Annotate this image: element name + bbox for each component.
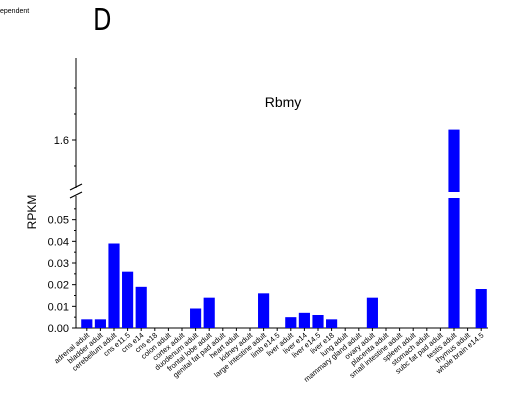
y-tick-label: 0.02 bbox=[48, 280, 69, 292]
bar bbox=[203, 297, 215, 328]
y-ticks: 0.00 0.01 0.02 0.03 0.04 0.05 1.6 bbox=[48, 87, 76, 335]
bar-upper-segment bbox=[448, 129, 460, 192]
bar bbox=[81, 319, 93, 328]
y-axis-title: RPKM bbox=[25, 195, 39, 230]
panel-label: D bbox=[93, 3, 112, 38]
bar bbox=[258, 293, 270, 328]
y-tick-label: 0.00 bbox=[48, 323, 69, 335]
axis-break-mark bbox=[69, 191, 83, 199]
y-tick-label: 0.03 bbox=[48, 258, 69, 270]
bar bbox=[298, 312, 310, 328]
bars bbox=[81, 129, 487, 328]
corner-text: ependent bbox=[0, 8, 30, 15]
axis-break-mark bbox=[69, 183, 83, 191]
y-tick-label: 1.6 bbox=[54, 135, 69, 147]
bar bbox=[312, 315, 324, 328]
y-tick-label: 0.01 bbox=[48, 301, 69, 313]
bar bbox=[122, 271, 134, 328]
bar bbox=[285, 317, 297, 328]
bar bbox=[108, 243, 120, 328]
y-tick-label: 0.04 bbox=[48, 236, 69, 248]
bar bbox=[475, 289, 487, 328]
bar bbox=[135, 286, 147, 328]
bar bbox=[190, 308, 202, 328]
bar bbox=[326, 319, 338, 328]
bar bbox=[448, 198, 460, 328]
chart-title: Rbmy bbox=[265, 94, 302, 110]
bar bbox=[366, 297, 378, 328]
y-tick-label: 0.05 bbox=[48, 215, 69, 227]
bar bbox=[94, 319, 106, 328]
